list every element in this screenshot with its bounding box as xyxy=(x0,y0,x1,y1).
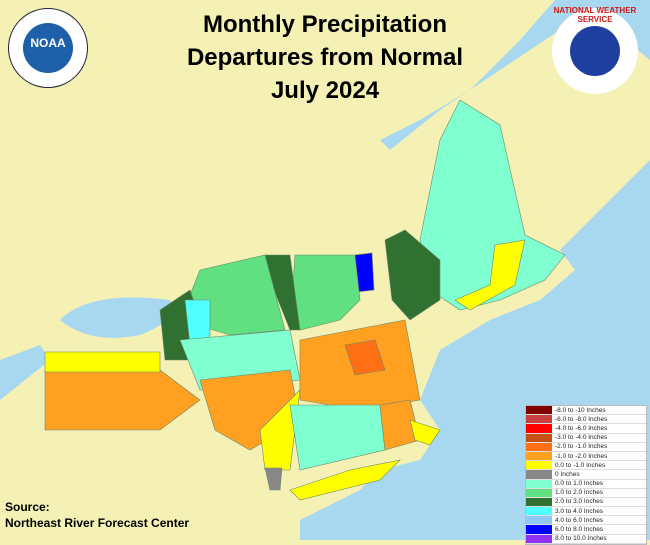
legend-item: -4.0 to -6.0 Inches xyxy=(526,424,646,434)
legend-item: 0.0 to 1.0 Inches xyxy=(526,479,646,489)
region-nyc xyxy=(264,467,283,491)
legend-swatch xyxy=(526,424,552,433)
legend-label: -1.0 to -2.0 Inches xyxy=(555,452,608,460)
region-vt xyxy=(291,254,361,331)
legend-swatch xyxy=(526,442,552,451)
legend-swatch xyxy=(526,479,552,488)
legend-label: -4.0 to -6.0 Inches xyxy=(555,424,608,432)
legend-item: -6.0 to -8.0 Inches xyxy=(526,415,646,425)
legend-label: 0.0 to -1.0 Inches xyxy=(555,461,606,469)
legend-label: 1.0 to 2.0 Inches xyxy=(555,489,604,497)
legend-swatch xyxy=(526,507,552,516)
legend-label: 4.0 to 6.0 Inches xyxy=(555,516,604,524)
legend-item: 1.0 to 2.0 Inches xyxy=(526,488,646,498)
legend-item: 0.0 to -1.0 Inches xyxy=(526,461,646,471)
region-maine-coast xyxy=(454,239,526,311)
legend-swatch xyxy=(526,488,552,497)
legend-swatch xyxy=(526,406,552,415)
region-ct xyxy=(289,404,386,471)
noaa-logo: NOAA xyxy=(8,8,88,88)
map-title: Monthly Precipitation Departures from No… xyxy=(186,11,464,104)
region-nh xyxy=(384,229,441,321)
legend-item: -3.0 to -4.0 Inches xyxy=(526,433,646,443)
legend-label: -8.0 to -10 Inches xyxy=(555,406,606,414)
legend-item: -2.0 to -1.0 Inches xyxy=(526,442,646,452)
region-capecod xyxy=(409,419,441,446)
legend-item: -8.0 to -10 Inches xyxy=(526,406,646,416)
legend-swatch xyxy=(526,451,552,461)
legend-swatch xyxy=(526,534,552,543)
legend-label: 6.0 to 8.0 Inches xyxy=(555,526,604,534)
region-west-ny xyxy=(44,369,201,431)
region-west-ny-yellow xyxy=(44,351,161,373)
legend-label: -3.0 to -4.0 Inches xyxy=(555,434,608,442)
legend-swatch xyxy=(526,415,552,424)
nws-logo: NATIONAL WEATHER SERVICE xyxy=(552,6,638,94)
legend-label: -6.0 to -8.0 Inches xyxy=(555,415,608,423)
legend-item: -1.0 to -2.0 Inches xyxy=(526,451,646,462)
legend-item: 3.0 to 4.0 Inches xyxy=(526,507,646,517)
region-hudson xyxy=(259,389,301,471)
regions xyxy=(44,99,566,501)
region-maine xyxy=(419,99,566,311)
legend-label: 3.0 to 4.0 Inches xyxy=(555,507,604,515)
legend-label: 0 Inches xyxy=(555,470,580,478)
legend-item: 4.0 to 6.0 Inches xyxy=(526,516,646,526)
legend-label: 2.0 to 3.0 Inches xyxy=(555,498,604,506)
legend-label: -2.0 to -1.0 Inches xyxy=(555,443,608,451)
legend-swatch xyxy=(526,470,552,479)
legend-item: 8.0 to 10.0 Inches xyxy=(526,534,646,544)
source: Source: Northeast River Forecast Center xyxy=(5,500,190,530)
legend-label: 8.0 to 10.0 Inches xyxy=(555,535,607,543)
legend-item: 6.0 to 8.0 Inches xyxy=(526,525,646,535)
region-mass-red xyxy=(344,339,386,376)
legend-swatch xyxy=(526,516,552,525)
legend-swatch xyxy=(526,525,552,534)
legend-label: 0.0 to 1.0 Inches xyxy=(555,480,604,488)
legend-swatch xyxy=(526,461,552,470)
legend: -8.0 to -10 Inches -6.0 to -8.0 Inches -4.… xyxy=(525,405,647,545)
legend-swatch xyxy=(526,497,552,507)
legend-item: 0 Inches xyxy=(526,470,646,480)
legend-item: 2.0 to 3.0 Inches xyxy=(526,497,646,508)
lightning-icon xyxy=(570,26,620,76)
legend-swatch xyxy=(526,433,552,442)
region-longisland xyxy=(289,459,401,501)
